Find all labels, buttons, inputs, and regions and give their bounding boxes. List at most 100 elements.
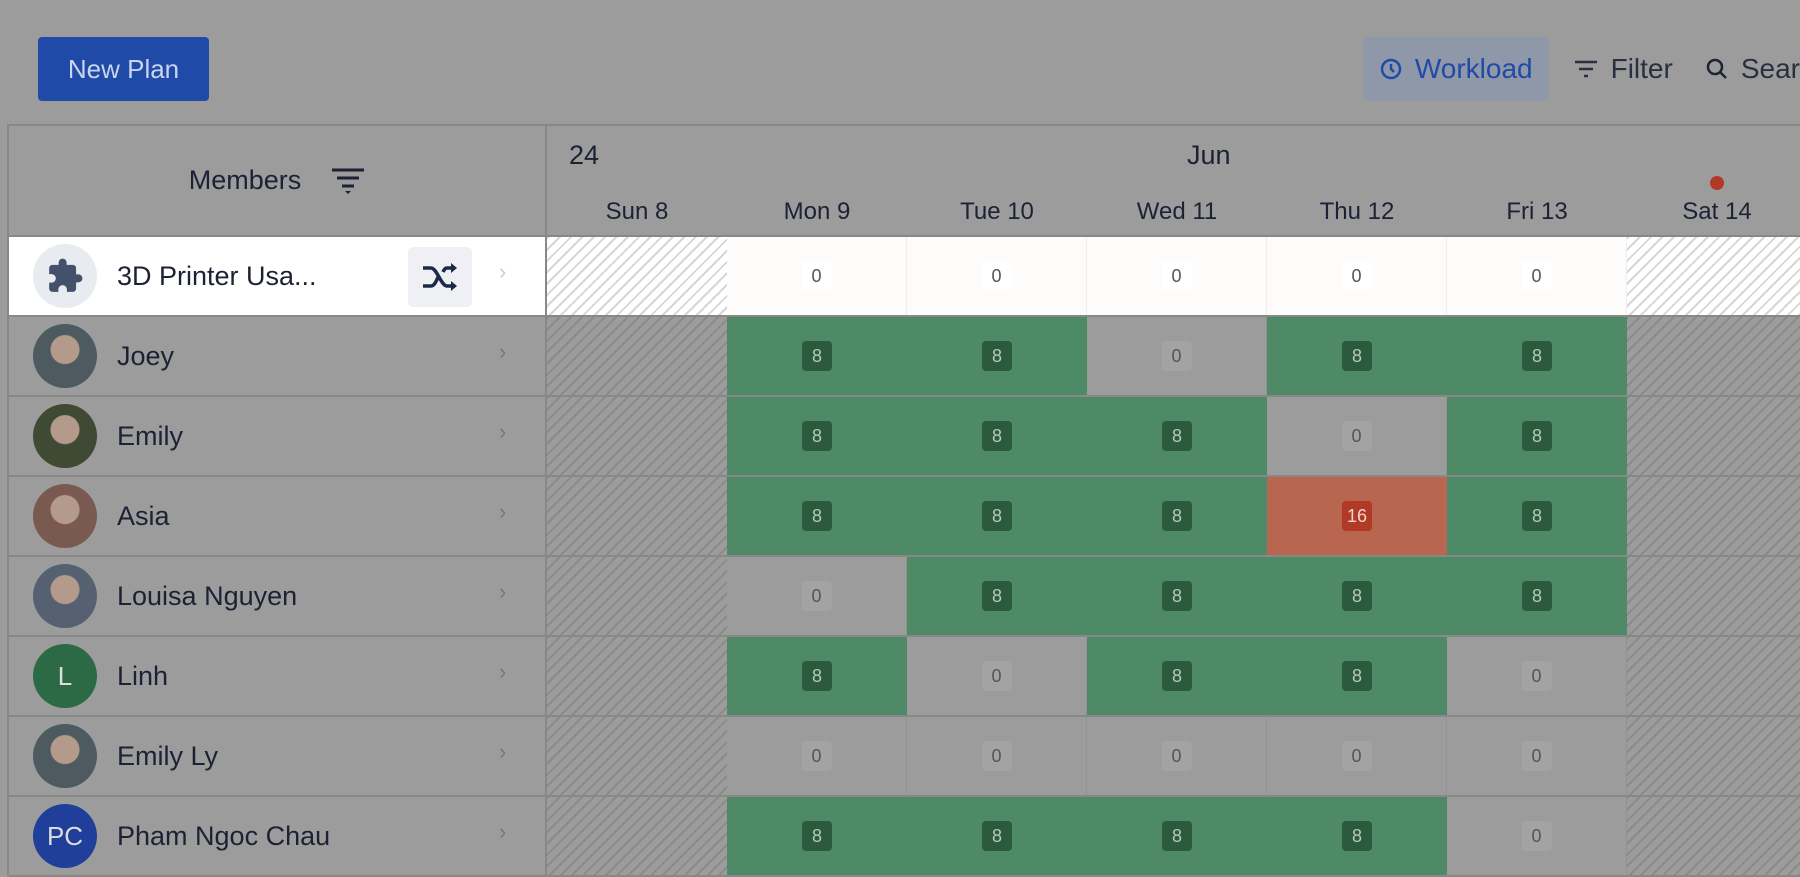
weekend-cell: [1627, 397, 1800, 475]
hours-badge: 0: [1161, 261, 1192, 291]
day-cell[interactable]: 8: [727, 637, 907, 715]
day-cell[interactable]: 8: [1267, 557, 1447, 635]
member-cell[interactable]: 3D Printer Usa... ›: [9, 237, 547, 315]
hours-badge: 8: [802, 821, 832, 851]
sort-filter-icon[interactable]: [331, 167, 365, 195]
member-row[interactable]: L Linh › 8 0 8 8 0: [9, 637, 1800, 717]
day-cell[interactable]: 0: [727, 717, 907, 795]
day-cell[interactable]: 8: [1267, 797, 1447, 875]
avatar: [33, 484, 97, 548]
hours-badge: 16: [1342, 501, 1372, 531]
member-cell[interactable]: L Linh ›: [9, 637, 547, 715]
hours-badge: 0: [981, 661, 1012, 691]
chevron-right-icon[interactable]: ›: [499, 739, 507, 764]
member-row[interactable]: 3D Printer Usa... › 0 0 0 0 0: [9, 237, 1800, 317]
hours-badge: 0: [801, 261, 832, 291]
weekend-cell: [1627, 237, 1800, 315]
day-cell[interactable]: 8: [1267, 637, 1447, 715]
hours-badge: 0: [1521, 661, 1552, 691]
day-header: Mon 9: [783, 198, 851, 225]
search-button[interactable]: Sear: [1689, 37, 1800, 101]
day-cell[interactable]: 0: [1447, 797, 1627, 875]
day-header: Tue 10: [960, 198, 1034, 225]
day-cell[interactable]: 16: [1267, 477, 1447, 555]
day-cell[interactable]: 8: [727, 797, 907, 875]
member-row[interactable]: Asia › 8 8 8 16 8: [9, 477, 1800, 557]
member-cell[interactable]: PC Pham Ngoc Chau ›: [9, 797, 547, 875]
hours-badge: 8: [1522, 341, 1552, 371]
day-cell[interactable]: 0: [1447, 637, 1627, 715]
day-cell[interactable]: 0: [907, 637, 1087, 715]
day-cell[interactable]: 8: [1447, 397, 1627, 475]
member-cell[interactable]: Emily Ly ›: [9, 717, 547, 795]
weekend-cell: [1627, 797, 1800, 875]
day-cell[interactable]: 8: [907, 797, 1087, 875]
day-cell[interactable]: 8: [727, 397, 907, 475]
hours-badge: 0: [1161, 741, 1192, 771]
day-cell[interactable]: 0: [1087, 237, 1267, 315]
member-row[interactable]: Joey › 8 8 0 8 8: [9, 317, 1800, 397]
member-cell[interactable]: Emily ›: [9, 397, 547, 475]
hours-badge: 0: [1341, 741, 1372, 771]
day-cell[interactable]: 8: [1447, 477, 1627, 555]
filter-button[interactable]: Filter: [1557, 37, 1689, 101]
hours-badge: 8: [1522, 581, 1552, 611]
day-cell[interactable]: 8: [907, 477, 1087, 555]
day-cell[interactable]: 8: [727, 317, 907, 395]
chevron-right-icon[interactable]: ›: [499, 579, 507, 604]
member-row[interactable]: Emily Ly › 0 0 0 0 0: [9, 717, 1800, 797]
chevron-right-icon[interactable]: ›: [499, 819, 507, 844]
workload-button[interactable]: Workload: [1362, 37, 1549, 101]
member-name: Linh: [117, 660, 169, 691]
hours-badge: 8: [1342, 661, 1372, 691]
member-cell[interactable]: Louisa Nguyen ›: [9, 557, 547, 635]
weekend-cell: [547, 557, 727, 635]
hours-badge: 0: [1161, 341, 1192, 371]
chevron-right-icon[interactable]: ›: [499, 659, 507, 684]
day-cell[interactable]: 8: [907, 317, 1087, 395]
avatar: [33, 324, 97, 388]
day-cell[interactable]: 0: [907, 237, 1087, 315]
avatar: [33, 564, 97, 628]
day-cell[interactable]: 0: [727, 237, 907, 315]
day-cell[interactable]: 0: [1267, 237, 1447, 315]
chevron-right-icon[interactable]: ›: [499, 259, 507, 284]
day-cell[interactable]: 8: [1267, 317, 1447, 395]
member-row[interactable]: Louisa Nguyen › 0 8 8 8 8: [9, 557, 1800, 637]
hours-badge: 8: [1522, 421, 1552, 451]
day-cell[interactable]: 0: [1447, 237, 1627, 315]
day-cell[interactable]: 8: [1087, 637, 1267, 715]
day-cell[interactable]: 8: [1087, 797, 1267, 875]
chevron-right-icon[interactable]: ›: [499, 339, 507, 364]
day-cell[interactable]: 8: [1447, 557, 1627, 635]
day-cell[interactable]: 0: [1087, 717, 1267, 795]
member-row[interactable]: Emily › 8 8 8 0 8: [9, 397, 1800, 477]
day-cell[interactable]: 0: [1087, 317, 1267, 395]
member-cell[interactable]: Asia ›: [9, 477, 547, 555]
day-cell[interactable]: 8: [1087, 477, 1267, 555]
new-plan-button[interactable]: New Plan: [38, 37, 209, 101]
day-cell[interactable]: 8: [907, 557, 1087, 635]
hours-badge: 0: [981, 261, 1012, 291]
hours-badge: 0: [1341, 261, 1372, 291]
hours-badge: 8: [982, 581, 1012, 611]
day-cell[interactable]: 0: [1447, 717, 1627, 795]
shuffle-button[interactable]: [408, 247, 472, 307]
day-cell[interactable]: 8: [1087, 397, 1267, 475]
day-cell[interactable]: 0: [727, 557, 907, 635]
chevron-right-icon[interactable]: ›: [499, 419, 507, 444]
day-cell[interactable]: 8: [907, 397, 1087, 475]
day-cell[interactable]: 0: [1267, 717, 1447, 795]
member-cell[interactable]: Joey ›: [9, 317, 547, 395]
hours-badge: 0: [801, 581, 832, 611]
day-cell[interactable]: 0: [1267, 397, 1447, 475]
day-cell[interactable]: 0: [907, 717, 1087, 795]
hours-badge: 8: [982, 821, 1012, 851]
day-cell[interactable]: 8: [1087, 557, 1267, 635]
day-cell[interactable]: 8: [727, 477, 907, 555]
hours-badge: 8: [1162, 501, 1192, 531]
day-cell[interactable]: 8: [1447, 317, 1627, 395]
member-row[interactable]: PC Pham Ngoc Chau › 8 8 8 8 0: [9, 797, 1800, 877]
day-header: Fri 13: [1506, 198, 1568, 225]
chevron-right-icon[interactable]: ›: [499, 499, 507, 524]
